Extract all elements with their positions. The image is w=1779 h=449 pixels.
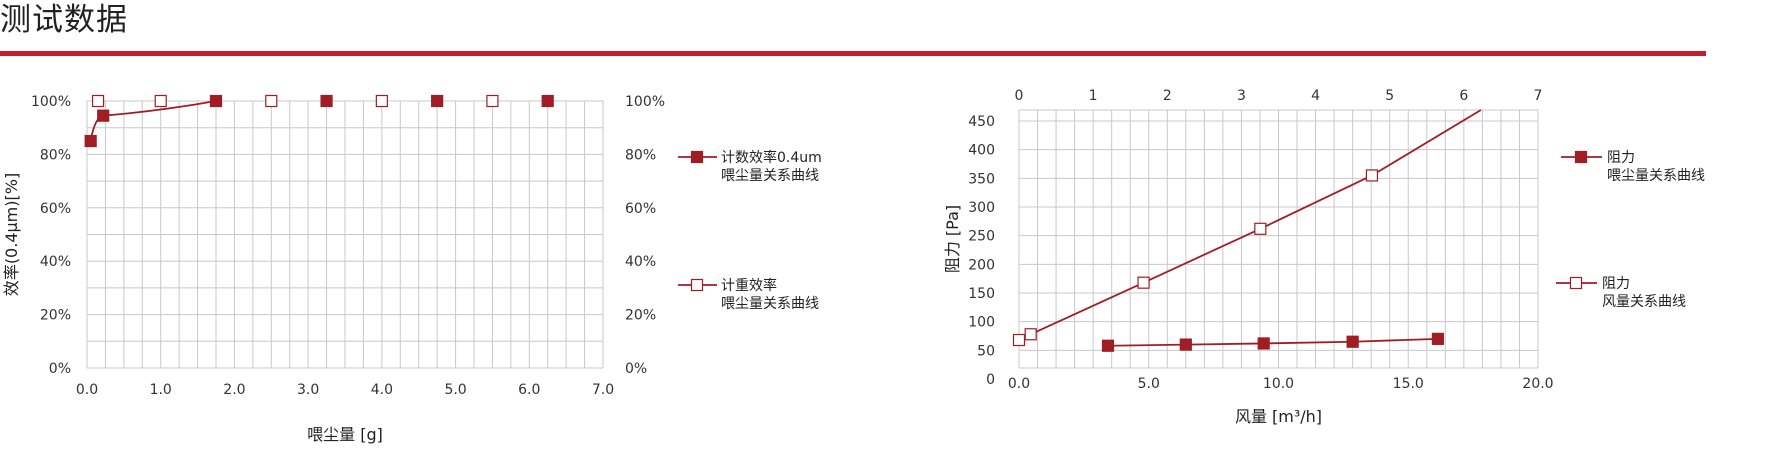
x-tick-label: 3.0 <box>297 382 319 398</box>
x-tick-label: 1.0 <box>150 382 172 398</box>
series-line-resistance-dust <box>1107 337 1438 347</box>
x-tick-label-bottom: 0.0 <box>1008 376 1030 392</box>
data-point-count-efficiency <box>84 134 97 148</box>
x-tick-label-bottom: 5.0 <box>1138 376 1160 392</box>
y-tick-label: 450 <box>968 114 995 130</box>
data-point-resistance-dust <box>1346 335 1359 348</box>
legend-marker <box>1569 276 1583 290</box>
y-tick-label-left: 100% <box>31 94 71 110</box>
legend-marker <box>690 278 704 292</box>
y-tick-label-right: 80% <box>625 147 656 163</box>
x-tick-label-bottom: 10.0 <box>1263 376 1294 392</box>
data-point-resistance-airflow <box>1012 333 1026 347</box>
data-point-count-efficiency <box>541 94 554 108</box>
efficiency-chart: 0.0 1.0 2.0 3.0 4.0 5.0 6.0 7.0 0% 20% 40% 60% 80% 10… <box>2 94 822 444</box>
y-tick-label-left: 0% <box>49 361 71 377</box>
data-point-count-efficiency <box>97 109 110 122</box>
data-point-count-efficiency <box>431 94 444 108</box>
legend-marker <box>1574 150 1588 164</box>
x-tick-label-top: 1 <box>1089 88 1098 104</box>
x-tick-label-bottom: 15.0 <box>1393 376 1424 392</box>
y-tick-label-right: 60% <box>625 201 656 217</box>
x-tick-label: 7.0 <box>592 382 614 398</box>
data-point-resistance-dust <box>1431 332 1445 345</box>
data-point-resistance-airflow <box>1365 169 1379 182</box>
resistance-plot-area <box>1012 109 1539 369</box>
y-tick-label-right: 20% <box>625 308 656 324</box>
x-tick-label: 5.0 <box>444 382 466 398</box>
data-point-weight-efficiency <box>486 94 499 108</box>
y-tick-label-left: 40% <box>40 254 71 270</box>
y-tick-label: 200 <box>968 257 995 273</box>
x-tick-label-top: 4 <box>1311 88 1320 104</box>
y-tick-label-left: 80% <box>40 147 71 163</box>
data-point-resistance-dust <box>1179 338 1192 351</box>
x-tick-label-top: 6 <box>1459 88 1468 104</box>
data-point-weight-efficiency <box>91 94 105 108</box>
x-tick-label-top: 2 <box>1163 88 1172 104</box>
x-tick-label: 4.0 <box>371 382 393 398</box>
x-tick-label-bottom: 20.0 <box>1522 376 1553 392</box>
y-tick-label: 350 <box>968 171 995 187</box>
series-line-resistance-airflow <box>1030 109 1482 336</box>
data-point-resistance-dust <box>1257 337 1270 350</box>
x-tick-label-top: 5 <box>1385 88 1394 104</box>
y-axis-label: 效率(0.4μm)[%] <box>2 173 21 296</box>
x-tick-label: 2.0 <box>223 382 245 398</box>
data-point-count-efficiency <box>320 94 333 108</box>
x-axis-label: 喂尘量 [g] <box>307 425 383 444</box>
data-point-resistance-airflow <box>1024 328 1037 341</box>
data-point-resistance-airflow <box>1254 222 1267 235</box>
legend-label: 计重效率 <box>721 277 777 294</box>
y-tick-label: 0 <box>986 372 995 388</box>
legend-label: 阻力 <box>1602 276 1630 292</box>
legend-label-line2: 喂尘量关系曲线 <box>1607 168 1705 184</box>
y-tick-label: 300 <box>968 200 995 216</box>
y-tick-label: 400 <box>968 143 995 159</box>
x-tick-label: 6.0 <box>518 382 540 398</box>
y-tick-label-left: 60% <box>40 201 71 217</box>
legend-label: 计数效率0.4um <box>721 149 822 166</box>
data-point-weight-efficiency <box>375 94 388 108</box>
y-tick-label-right: 0% <box>625 361 647 377</box>
x-axis-label: 风量 [m³/h] <box>1235 407 1322 426</box>
y-tick-label-right: 40% <box>625 254 656 270</box>
x-tick-label: 0.0 <box>76 382 98 398</box>
legend-label-line2: 喂尘量关系曲线 <box>721 296 819 312</box>
x-tick-label-top: 0 <box>1015 88 1024 104</box>
y-tick-label-right: 100% <box>625 94 665 110</box>
efficiency-plot-area <box>84 94 604 369</box>
data-point-resistance-airflow <box>1137 276 1150 289</box>
data-point-resistance-dust <box>1101 339 1115 352</box>
y-axis-label: 阻力 [Pa] <box>943 205 962 273</box>
data-point-weight-efficiency <box>154 94 167 108</box>
title-divider <box>0 51 1706 56</box>
legend-marker <box>690 150 704 164</box>
data-point-count-efficiency <box>209 94 223 108</box>
x-tick-label-top: 7 <box>1534 88 1543 104</box>
y-tick-label: 250 <box>968 229 995 245</box>
y-tick-label: 150 <box>968 286 995 302</box>
y-tick-label-left: 20% <box>40 308 71 324</box>
y-tick-label: 100 <box>968 315 995 331</box>
legend-label: 阻力 <box>1607 150 1635 166</box>
legend-label-line2: 风量关系曲线 <box>1602 294 1686 310</box>
data-point-weight-efficiency <box>265 94 278 108</box>
legend-label-line2: 喂尘量关系曲线 <box>721 168 819 184</box>
page-title: 测试数据 <box>0 2 128 38</box>
y-tick-label: 50 <box>977 343 995 359</box>
x-tick-label-top: 3 <box>1237 88 1246 104</box>
